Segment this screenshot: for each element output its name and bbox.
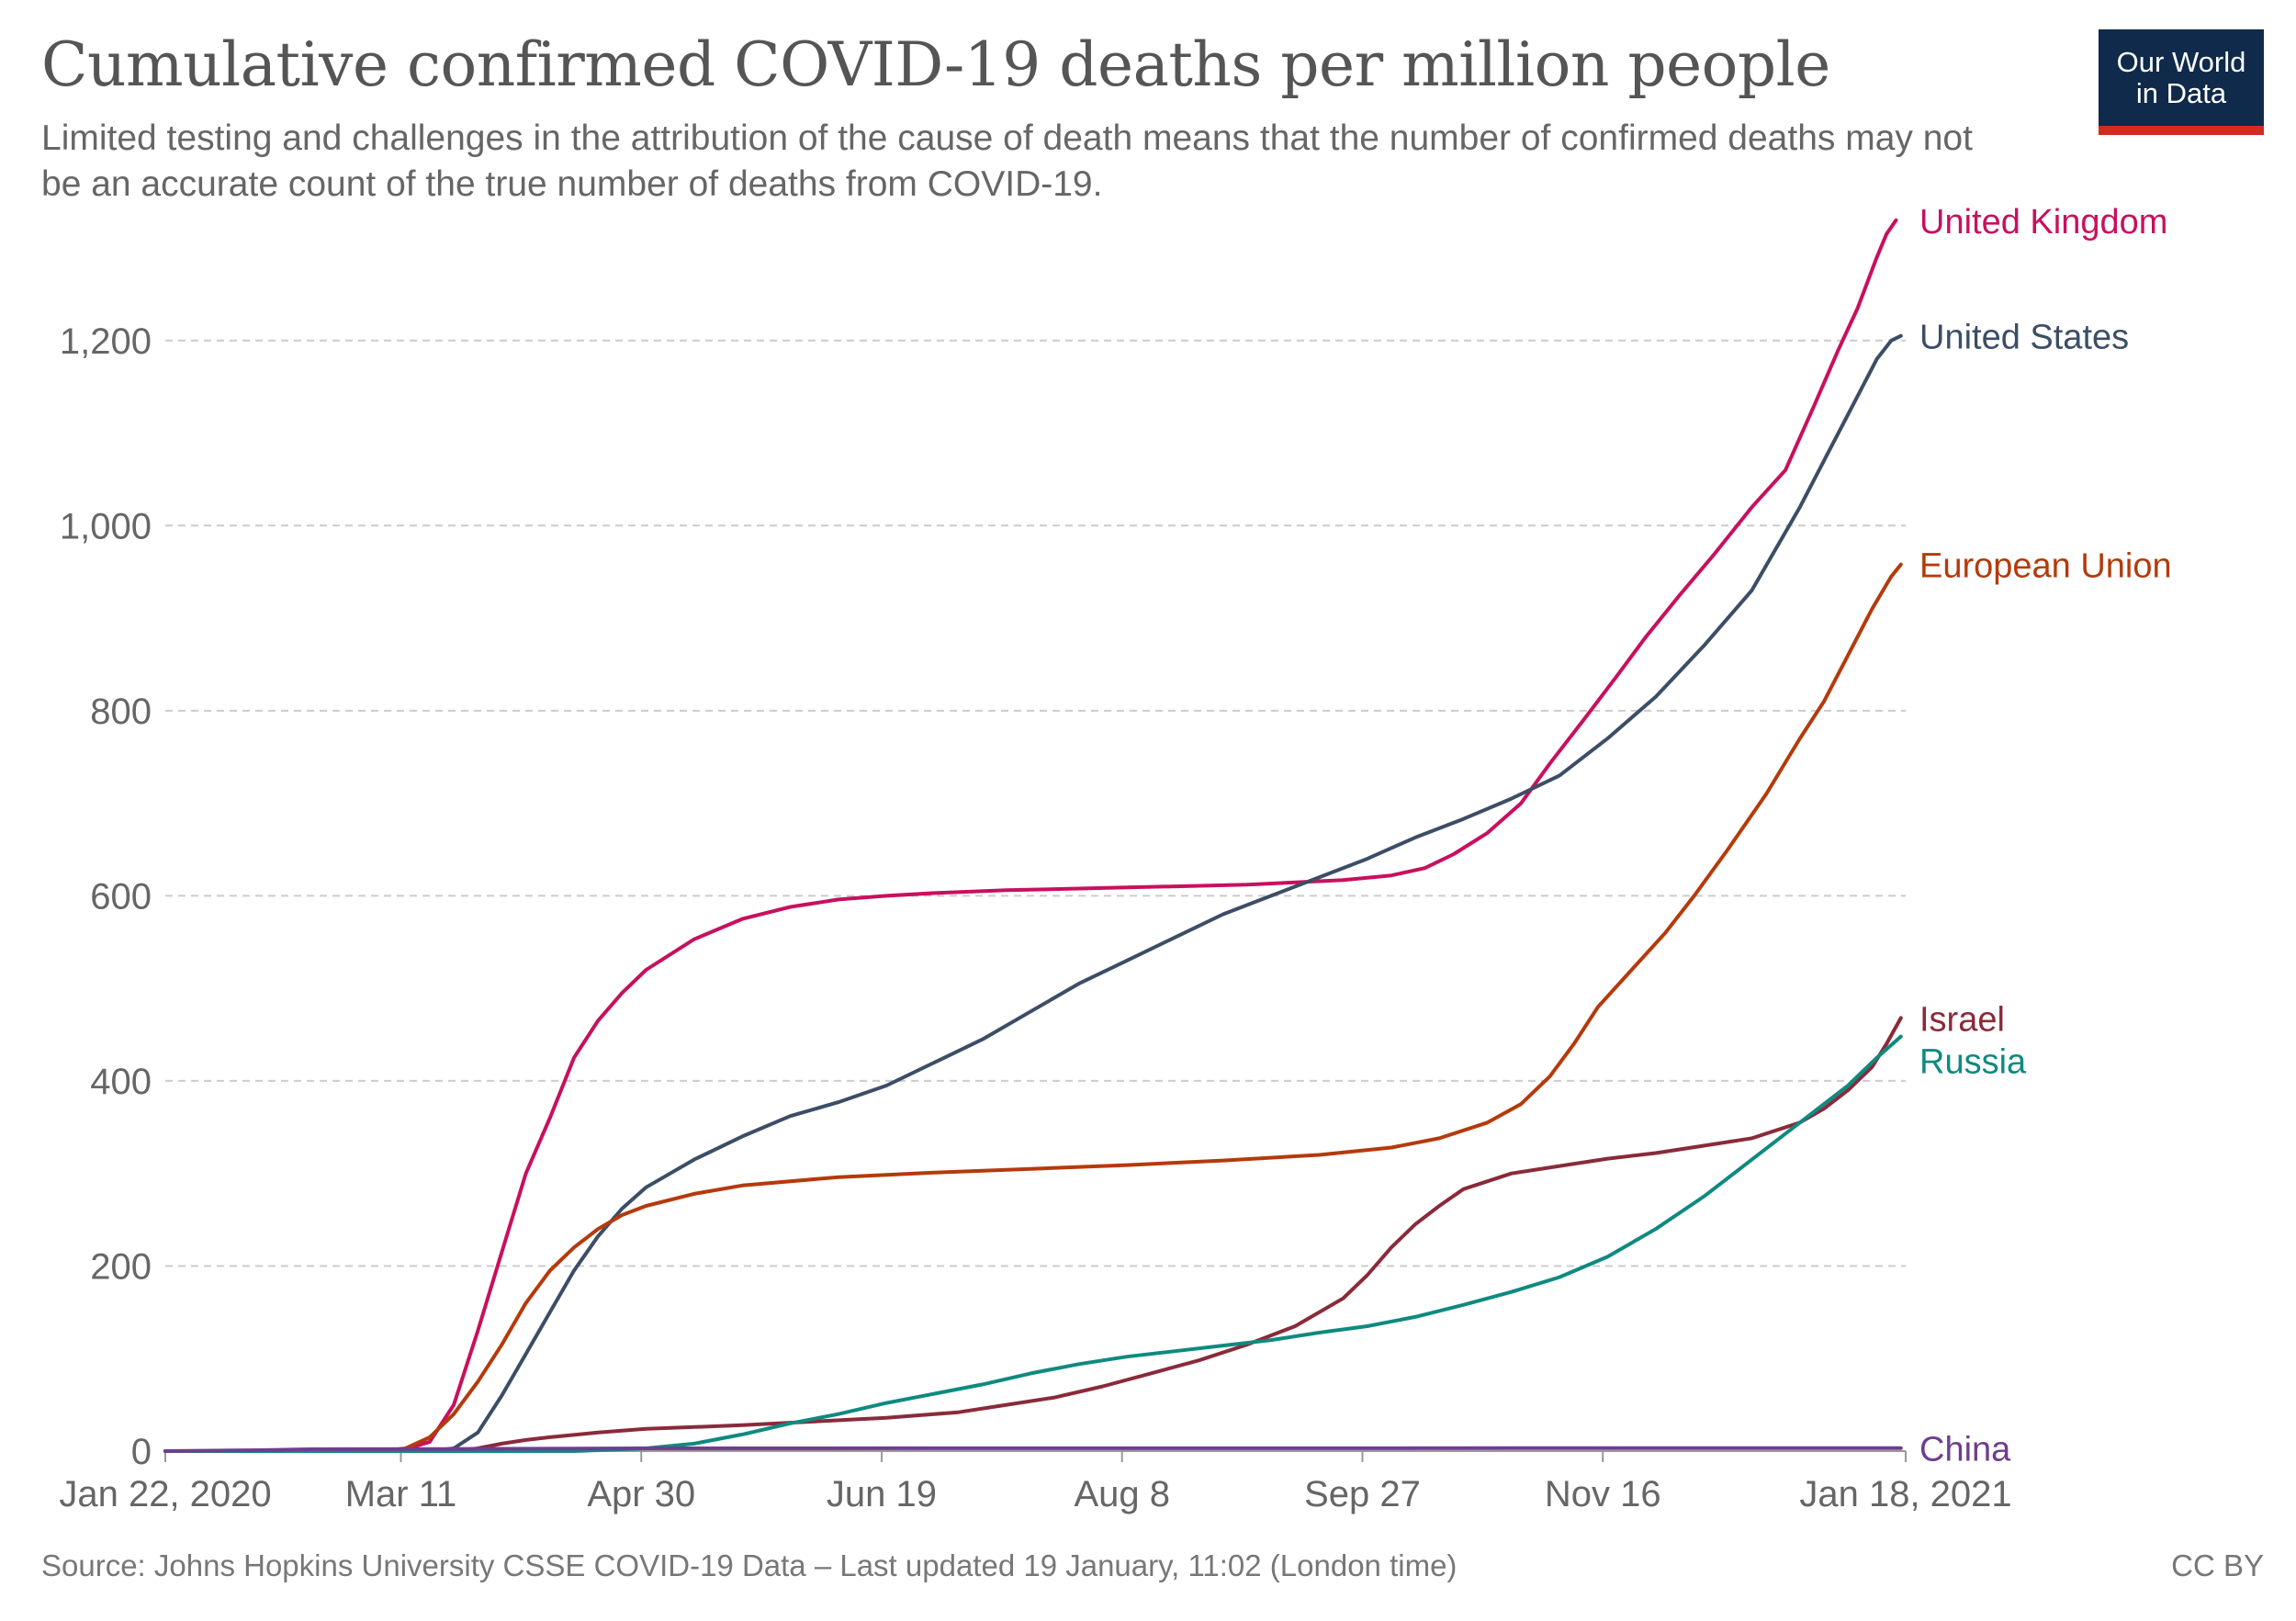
series-line-russia[interactable] bbox=[163, 1034, 1903, 1453]
x-tick-label: Mar 11 bbox=[345, 1474, 457, 1514]
series-label-united-states[interactable]: United States bbox=[1919, 319, 2129, 357]
series-label-european-union[interactable]: European Union bbox=[1919, 547, 2172, 586]
owid-logo[interactable]: Our World in Data bbox=[2099, 29, 2264, 135]
y-tick-label: 600 bbox=[90, 876, 152, 917]
x-tick-label: Aug 8 bbox=[1074, 1474, 1170, 1514]
source-note: Source: Johns Hopkins University CSSE CO… bbox=[41, 1548, 1458, 1582]
series-line-united-kingdom[interactable] bbox=[163, 218, 1898, 1453]
series-label-united-kingdom[interactable]: United Kingdom bbox=[1919, 203, 2167, 242]
series-line-united-states[interactable] bbox=[163, 333, 1903, 1453]
series-label-russia[interactable]: Russia bbox=[1919, 1042, 2027, 1081]
x-tick-label: Jan 22, 2020 bbox=[59, 1474, 271, 1514]
chart-subtitle: Limited testing and challenges in the at… bbox=[41, 118, 1973, 204]
series-line-china[interactable] bbox=[163, 1446, 1903, 1453]
logo-line-1: Our World bbox=[2116, 45, 2246, 78]
x-tick-label: Jan 18, 2021 bbox=[1799, 1474, 2011, 1514]
y-tick-label: 400 bbox=[90, 1062, 152, 1102]
logo-line-2: in Data bbox=[2135, 76, 2227, 109]
x-tick-label: Jun 19 bbox=[827, 1474, 937, 1514]
x-tick-label: Apr 30 bbox=[587, 1474, 695, 1514]
series-line-european-union[interactable] bbox=[163, 562, 1903, 1453]
y-tick-label: 0 bbox=[131, 1432, 152, 1472]
series-label-china[interactable]: China bbox=[1919, 1431, 2011, 1469]
license-link[interactable]: CC BY bbox=[2171, 1548, 2264, 1582]
series-line-israel[interactable] bbox=[163, 1016, 1903, 1453]
y-tick-label: 1,200 bbox=[60, 321, 152, 362]
y-tick-label: 800 bbox=[90, 692, 152, 732]
x-tick-label: Nov 16 bbox=[1545, 1474, 1661, 1514]
y-tick-label: 1,000 bbox=[60, 506, 152, 546]
chart-title: Cumulative confirmed COVID-19 deaths per… bbox=[41, 29, 1830, 100]
x-tick-label: Sep 27 bbox=[1304, 1474, 1421, 1514]
series-label-israel[interactable]: Israel bbox=[1919, 1000, 2005, 1039]
y-tick-label: 200 bbox=[90, 1246, 152, 1287]
